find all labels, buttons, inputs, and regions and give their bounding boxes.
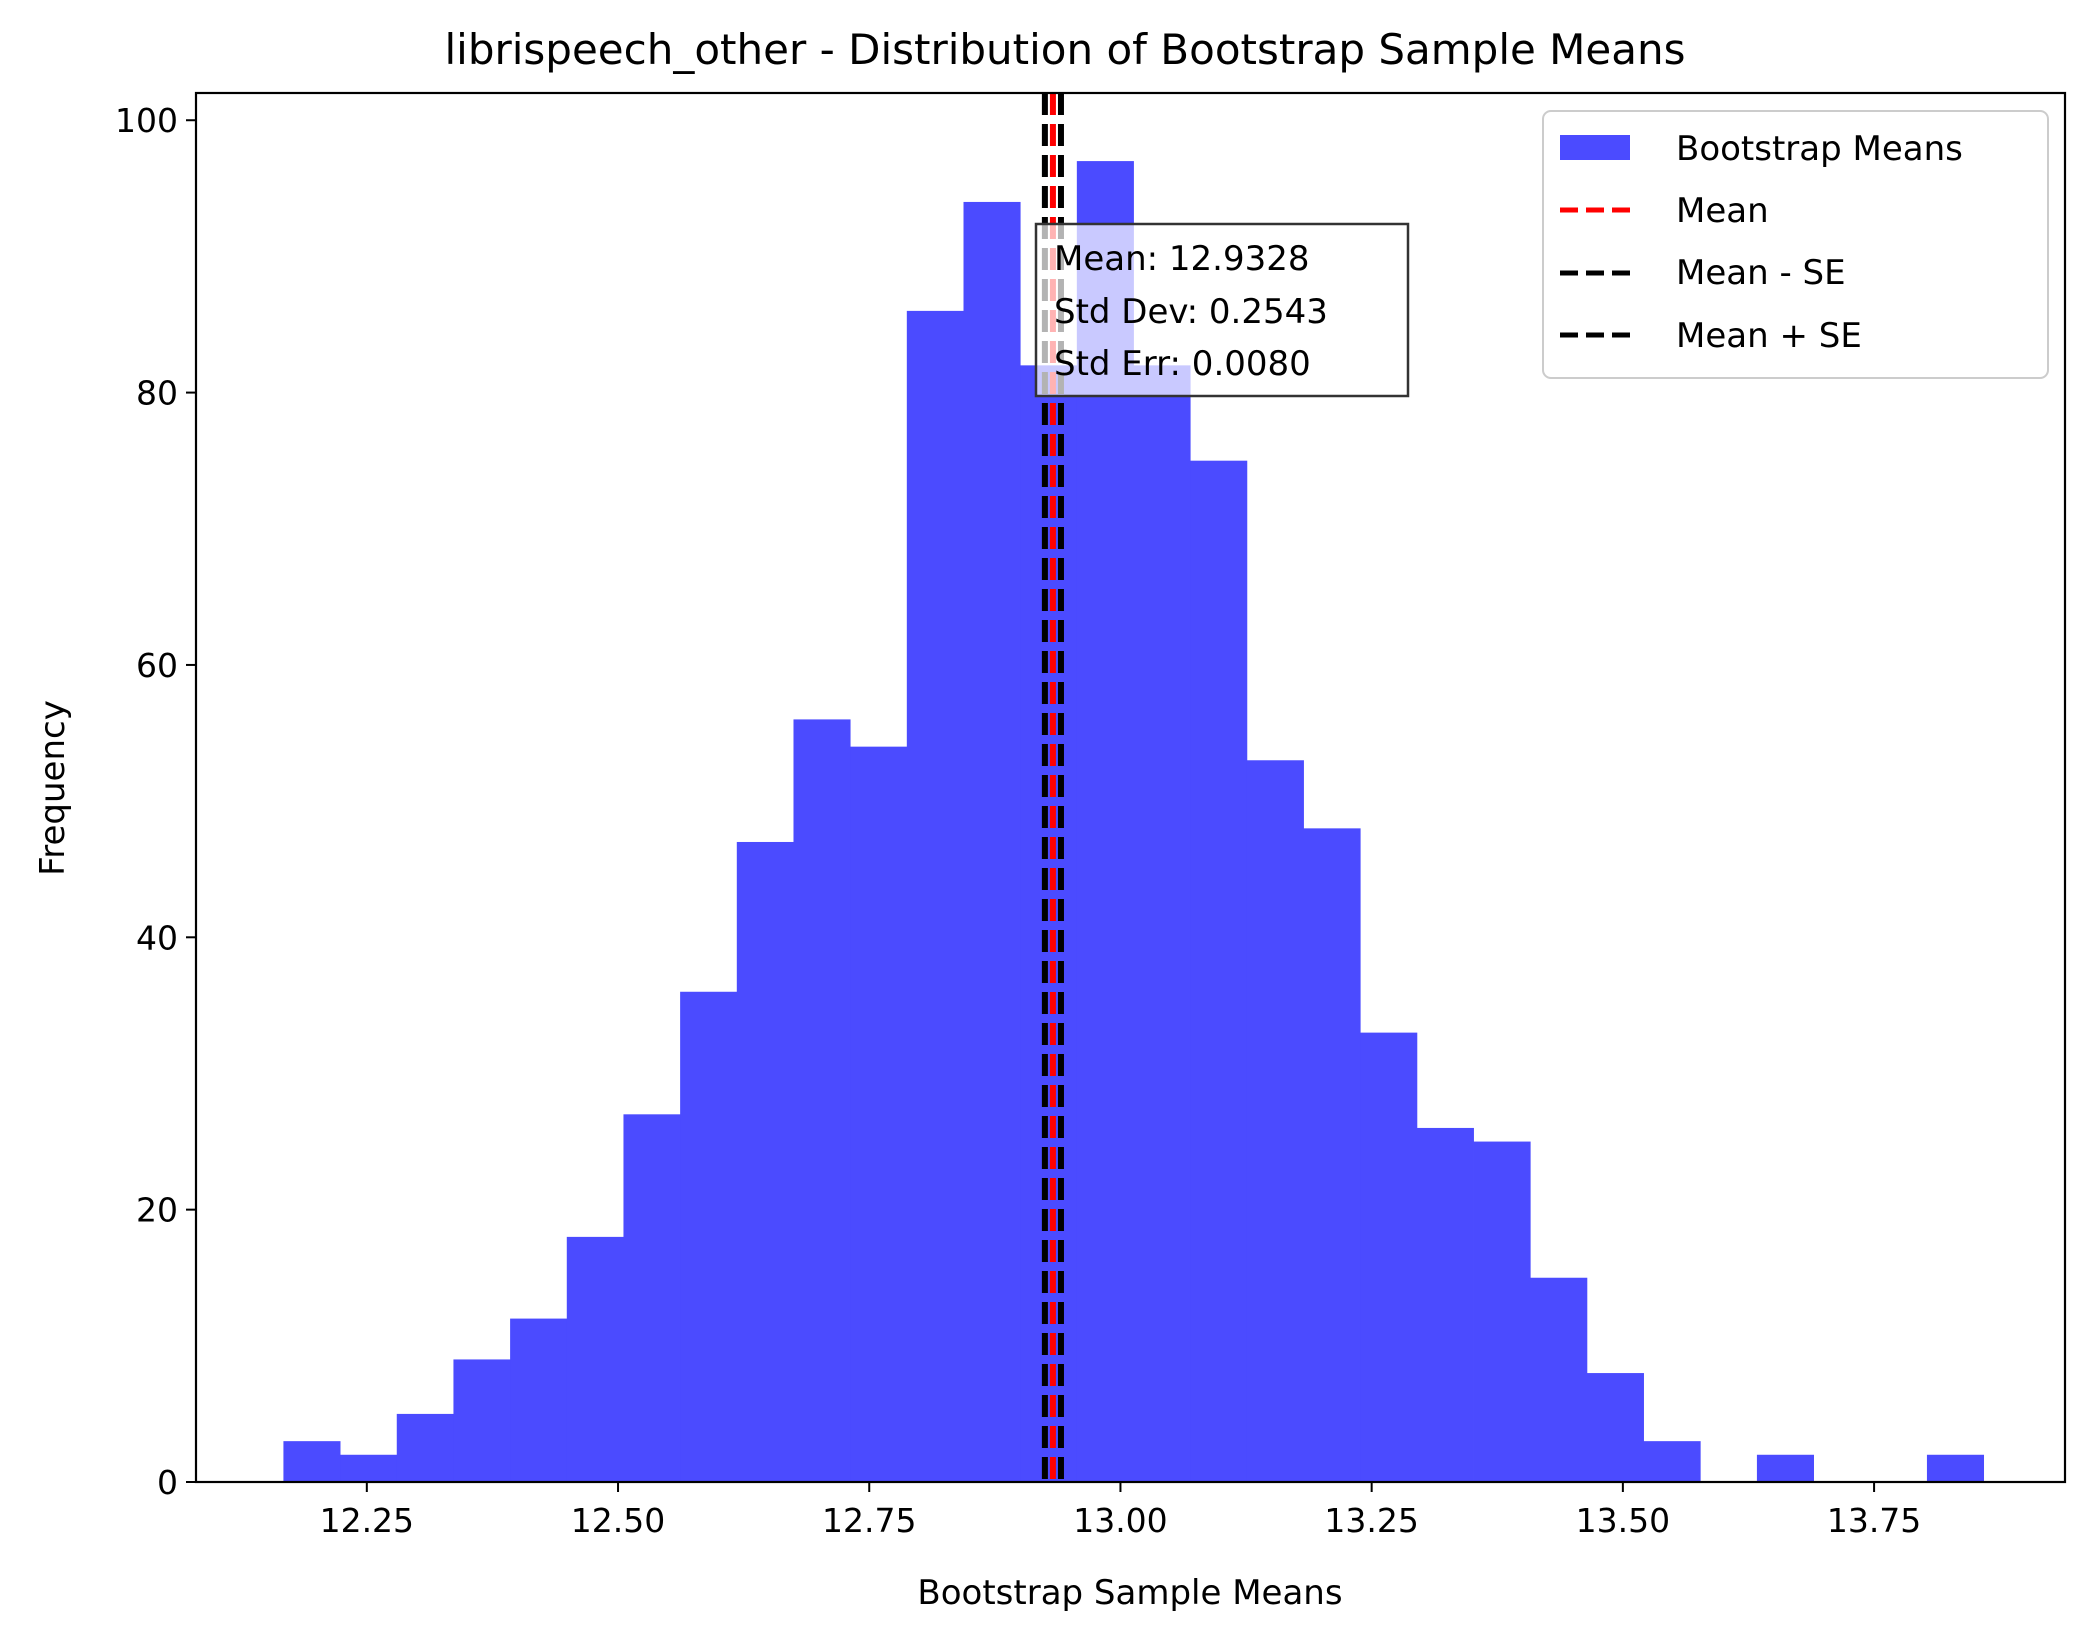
legend-label-bootstrap-means: Bootstrap Means xyxy=(1676,129,1963,169)
x-tick-label: 12.50 xyxy=(571,1501,665,1540)
histogram-bar xyxy=(1360,1032,1418,1482)
histogram-bar xyxy=(1756,1454,1814,1482)
legend: Bootstrap Means Mean Mean - SE Mean + SE xyxy=(1542,110,2049,379)
y-tick-label: 0 xyxy=(157,1463,178,1502)
legend-label-mean-minus-se: Mean - SE xyxy=(1676,253,1846,293)
histogram-bar xyxy=(340,1454,398,1482)
stats-std-dev: Std Dev: 0.2543 xyxy=(1054,292,1328,332)
legend-label-mean-plus-se: Mean + SE xyxy=(1676,316,1862,356)
plot-area-frame xyxy=(194,91,2067,1484)
histogram-bar xyxy=(1416,1127,1474,1482)
histogram-bar xyxy=(1133,365,1191,1483)
histogram-bar xyxy=(453,1359,511,1482)
histogram-bar xyxy=(680,991,738,1482)
histogram-bar xyxy=(963,201,1021,1483)
histogram-bar xyxy=(396,1413,454,1482)
y-axis-ticks: 0 20 40 60 80 100 xyxy=(115,101,196,1502)
legend-label-mean: Mean xyxy=(1676,191,1769,231)
histogram-bar xyxy=(623,1114,681,1482)
x-tick-label: 12.25 xyxy=(320,1501,414,1540)
legend-box xyxy=(1542,110,2049,379)
chart-title: librispeech_other - Distribution of Boot… xyxy=(444,25,1685,74)
x-tick-label: 13.00 xyxy=(1073,1501,1167,1540)
stats-mean: Mean: 12.9328 xyxy=(1054,239,1310,279)
x-tick-label: 13.25 xyxy=(1324,1501,1418,1540)
stats-annotation: Mean: 12.9328 Std Dev: 0.2543 Std Err: 0… xyxy=(1034,222,1410,398)
stats-std-err: Std Err: 0.0080 xyxy=(1054,344,1311,384)
histogram-bar xyxy=(850,746,908,1482)
histogram-bar xyxy=(736,841,794,1482)
y-tick-label: 100 xyxy=(115,101,178,140)
x-tick-label: 13.50 xyxy=(1576,1501,1670,1540)
histogram-bar xyxy=(1586,1373,1644,1482)
histogram-bar xyxy=(1473,1141,1531,1482)
histogram-bar xyxy=(510,1318,568,1482)
histogram-bar xyxy=(1303,828,1361,1482)
histogram-bar xyxy=(793,719,851,1482)
y-tick-label: 20 xyxy=(136,1191,178,1230)
histogram-bar xyxy=(1020,365,1078,1483)
x-axis-label: Bootstrap Sample Means xyxy=(917,1573,1342,1613)
x-tick-label: 13.75 xyxy=(1827,1501,1921,1540)
y-tick-label: 60 xyxy=(136,646,178,685)
histogram-bar xyxy=(1190,460,1248,1482)
x-tick-label: 12.75 xyxy=(822,1501,916,1540)
y-tick-label: 40 xyxy=(136,918,178,957)
histogram-bar xyxy=(566,1236,624,1482)
histogram-bar xyxy=(1530,1277,1588,1482)
histogram-bar xyxy=(1643,1441,1701,1482)
x-axis-ticks: 12.25 12.50 12.75 13.00 13.25 13.50 13.75 xyxy=(320,1482,1921,1540)
histogram-bars xyxy=(283,161,1985,1483)
y-axis-label: Frequency xyxy=(33,700,73,876)
histogram-bar xyxy=(1246,760,1304,1482)
stats-box xyxy=(1034,222,1410,398)
legend-swatch-bootstrap-means xyxy=(1560,135,1630,160)
histogram-bar xyxy=(1926,1454,1985,1482)
histogram-bar xyxy=(906,310,964,1482)
histogram-bar xyxy=(283,1441,341,1482)
y-tick-label: 80 xyxy=(136,374,178,413)
